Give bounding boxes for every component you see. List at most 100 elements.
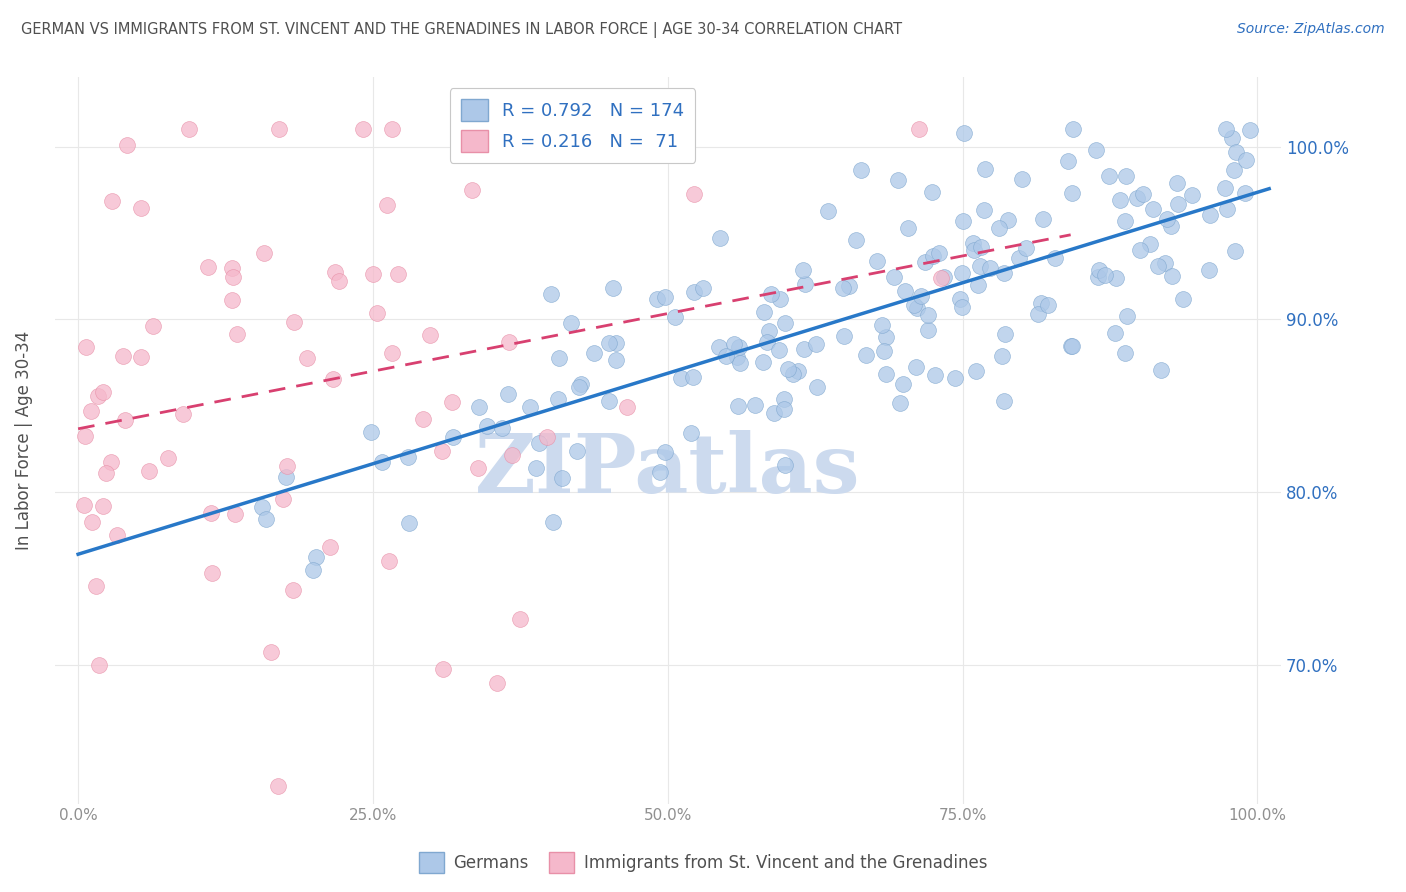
Point (370, 455, 392, 469)
Point (221, 293, 243, 307)
Point (377, 554, 399, 568)
Point (551, 471, 574, 485)
Point (73, 498, 96, 512)
Point (252, 500, 274, 514)
Point (1215, 122, 1237, 136)
Point (468, 400, 491, 414)
Point (560, 316, 582, 330)
Point (598, 335, 620, 350)
Point (994, 327, 1017, 342)
Point (1060, 339, 1083, 353)
Point (260, 645, 283, 659)
Point (1043, 251, 1066, 265)
Point (305, 550, 328, 565)
Point (963, 243, 986, 257)
Point (759, 287, 782, 301)
Point (267, 780, 290, 794)
Point (1109, 193, 1132, 207)
Point (1171, 293, 1194, 307)
Point (605, 352, 627, 367)
Point (1060, 339, 1083, 353)
Point (1234, 153, 1257, 168)
Point (276, 470, 298, 484)
Point (1239, 123, 1261, 137)
Point (254, 512, 277, 526)
Point (533, 122, 555, 136)
Text: GERMAN VS IMMIGRANTS FROM ST. VINCENT AND THE GRENADINES IN LABOR FORCE | AGE 30: GERMAN VS IMMIGRANTS FROM ST. VINCENT AN… (21, 22, 903, 38)
Point (301, 563, 323, 577)
Text: Source: ZipAtlas.com: Source: ZipAtlas.com (1237, 22, 1385, 37)
Point (498, 334, 520, 349)
Text: ZIPatlas: ZIPatlas (475, 430, 860, 509)
Point (1008, 252, 1031, 266)
Point (988, 220, 1011, 235)
Point (773, 402, 796, 417)
Point (541, 516, 564, 530)
Point (682, 187, 704, 202)
Point (396, 450, 419, 464)
Point (1116, 309, 1139, 323)
Point (654, 445, 676, 459)
Point (536, 430, 558, 444)
Point (226, 327, 249, 342)
Point (1056, 154, 1078, 169)
Point (419, 327, 441, 342)
Point (222, 269, 245, 284)
Point (501, 449, 523, 463)
Point (131, 202, 153, 216)
Point (1087, 263, 1109, 277)
Point (1167, 197, 1189, 211)
Point (524, 461, 547, 475)
Point (1114, 214, 1136, 228)
Point (1154, 256, 1177, 270)
Point (319, 540, 342, 554)
Point (806, 380, 828, 394)
Point (1085, 143, 1108, 157)
Point (361, 267, 384, 281)
Point (979, 260, 1001, 275)
Point (924, 368, 946, 382)
Point (894, 284, 917, 298)
Point (875, 367, 897, 381)
Point (138, 464, 160, 478)
Point (664, 310, 686, 324)
Point (200, 506, 222, 520)
Point (1198, 263, 1220, 277)
Point (267, 122, 290, 136)
Point (962, 235, 984, 250)
Point (654, 289, 676, 303)
Point (817, 204, 839, 219)
Point (832, 281, 855, 295)
Point (997, 212, 1019, 227)
Point (380, 346, 402, 360)
Point (993, 267, 1015, 281)
Point (496, 387, 519, 401)
Point (1105, 271, 1128, 285)
Point (1198, 208, 1220, 222)
Point (932, 269, 955, 284)
Point (75, 428, 97, 442)
Point (897, 220, 920, 235)
Point (519, 401, 541, 415)
Point (1166, 176, 1188, 190)
Point (709, 340, 731, 354)
Point (322, 372, 344, 386)
Point (1142, 202, 1164, 216)
Point (716, 349, 738, 363)
Point (776, 362, 799, 376)
Point (1160, 219, 1182, 234)
Point (114, 413, 136, 427)
Point (360, 425, 382, 440)
Point (870, 318, 893, 332)
Point (728, 356, 751, 370)
Point (91, 500, 114, 514)
Point (905, 301, 928, 315)
Point (709, 231, 731, 245)
Point (142, 319, 165, 334)
Point (671, 371, 693, 385)
Point (461, 183, 484, 197)
Point (1161, 269, 1184, 284)
Point (605, 335, 627, 350)
Point (943, 371, 966, 385)
Point (602, 280, 624, 294)
